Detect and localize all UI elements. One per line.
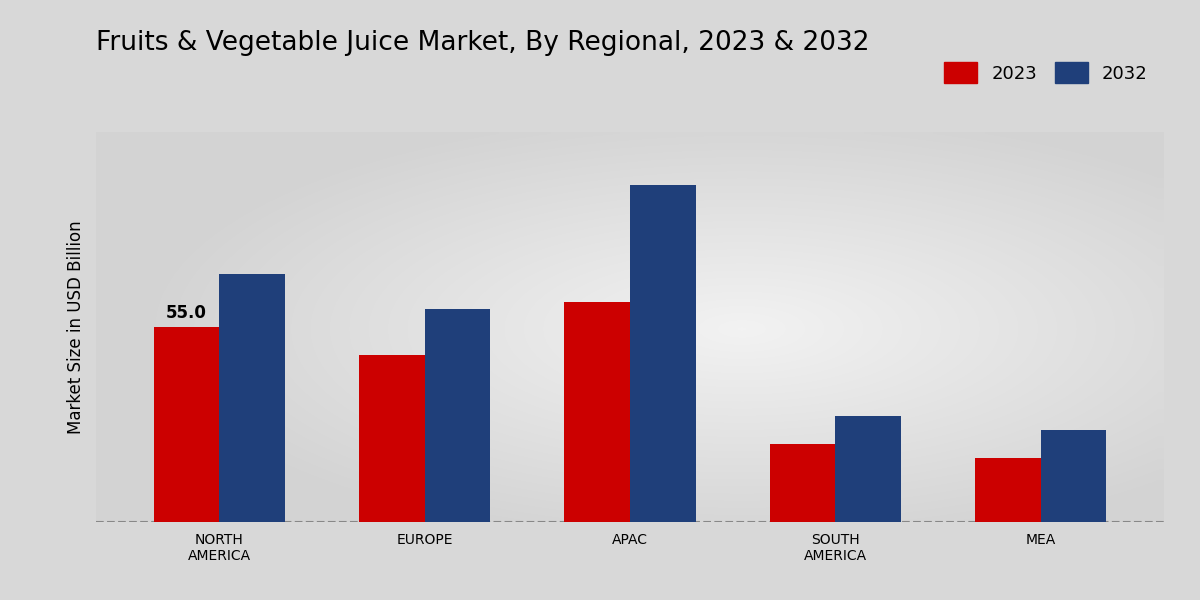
Text: 55.0: 55.0 [166, 304, 206, 322]
Bar [1040, 430, 1106, 522]
Bar [154, 327, 220, 522]
Bar [220, 274, 284, 522]
Bar [359, 355, 425, 522]
Text: Fruits & Vegetable Juice Market, By Regional, 2023 & 2032: Fruits & Vegetable Juice Market, By Regi… [96, 30, 870, 56]
Y-axis label: Market Size in USD Billion: Market Size in USD Billion [67, 220, 85, 434]
Legend: 2023, 2032: 2023, 2032 [937, 55, 1154, 91]
Bar [630, 185, 696, 522]
Bar [769, 444, 835, 522]
Bar [425, 309, 491, 522]
Bar [564, 302, 630, 522]
Bar [976, 458, 1040, 522]
Bar [835, 416, 901, 522]
